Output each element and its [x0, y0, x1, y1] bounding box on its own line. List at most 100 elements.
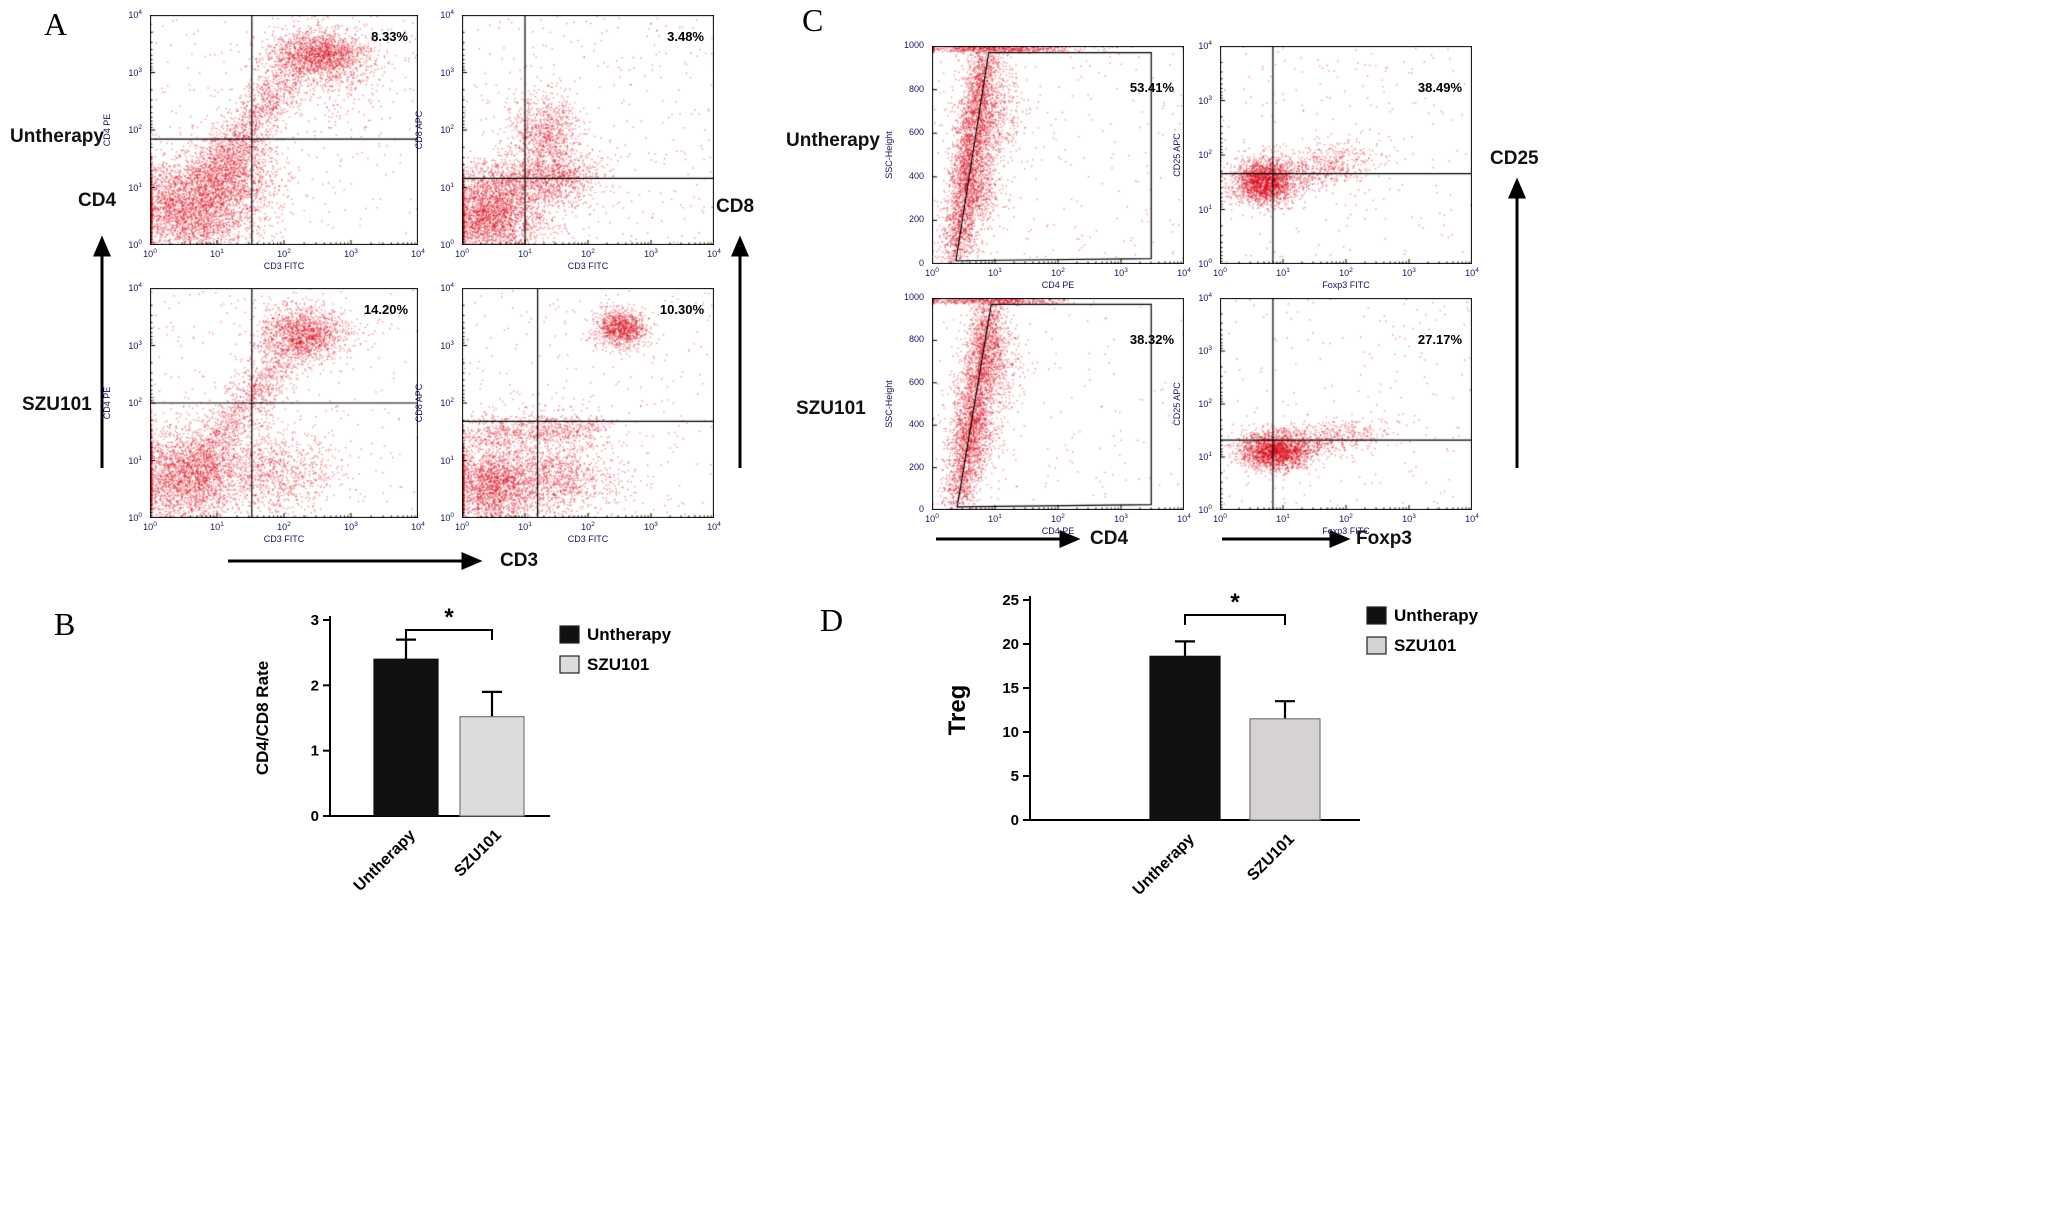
bar-chart-D: 0 5 10 15 20 25 Treg Untherapy SZU101 * Untherapy S…	[935, 585, 1535, 965]
y-axis-tick-label: 100	[1198, 504, 1212, 515]
flow-scatter-canvas-C2	[1220, 46, 1472, 264]
y-axis-label: CD8 APC	[414, 383, 424, 423]
y-axis-tick-label: 101	[440, 181, 454, 193]
y-axis-tick-label: 101	[1198, 203, 1212, 215]
flow-plot-A1: 8.33% 100 101 102 103 104 100 101 102 103 104 CD4 P…	[98, 1, 442, 287]
significance-bracket	[1184, 614, 1286, 625]
x-axis-tick-label: 104	[1465, 513, 1479, 524]
y-axis-label: CD8 APC	[414, 110, 424, 150]
y-axis-tick-label: 101	[128, 181, 142, 193]
x-axis-tick-label: 104	[707, 521, 721, 532]
y-axis-tick-label: 800	[908, 334, 924, 345]
legend-label-0: Untherapy	[1394, 606, 1479, 625]
panelC-row1-label: Untherapy	[786, 130, 880, 151]
gate-percentage-label: 10.30%	[659, 302, 704, 317]
panelC-cd4-axis-label: CD4	[1090, 528, 1129, 549]
y-axis-tick-label: 1000	[903, 292, 924, 302]
legend-swatch-1	[1366, 636, 1387, 655]
y-axis-tick-label: 200	[908, 461, 924, 472]
panelA-cd8-axis-label: CD8	[716, 196, 755, 217]
y-axis-tick-label: 104	[128, 282, 142, 293]
x-axis-label: CD3 FITC	[567, 534, 609, 544]
panelC-row2-label: SZU101	[796, 398, 866, 419]
flow-scatter-canvas-A4	[462, 288, 714, 518]
y-tick-label: 5	[1011, 768, 1019, 785]
y-axis-tick-label: 104	[1198, 292, 1212, 303]
x-axis-tick-label: 100	[925, 267, 939, 278]
gate-percentage-label: 38.49%	[1417, 80, 1462, 95]
y-axis-tick-label: 800	[908, 83, 924, 94]
panelA-row2-label: SZU101	[22, 394, 92, 415]
y-axis-tick-label: 0	[918, 504, 924, 514]
x-axis-tick-label: 104	[707, 248, 721, 259]
x-axis-tick-label: 101	[1276, 267, 1290, 278]
y-axis-tick-label: 103	[440, 339, 454, 351]
y-axis-label: CD4/CD8 Rate	[253, 661, 272, 775]
x-axis-label: CD4 PE	[1041, 280, 1075, 290]
x-axis-label: CD4 PE	[1041, 526, 1075, 536]
y-axis-tick-label: 400	[908, 170, 924, 181]
x-axis-tick-label: 102	[581, 521, 595, 532]
legend-label-0: Untherapy	[587, 625, 672, 644]
flow-scatter-canvas-A1	[150, 15, 418, 245]
x-axis-tick-label: 100	[455, 521, 469, 532]
panelA-row1-label: Untherapy	[10, 126, 104, 147]
y-axis-tick-label: 101	[440, 454, 454, 466]
x-axis-tick-label: 101	[210, 521, 224, 532]
bar-untherapy	[373, 658, 439, 817]
y-axis-label: CD25 APC	[1172, 382, 1182, 426]
significance-star: *	[1230, 589, 1240, 616]
significance-bracket	[405, 629, 493, 640]
x-axis-tick-label: 103	[1114, 513, 1128, 524]
x-axis-tick-label: 100	[925, 513, 939, 524]
y-tick-label: 1	[311, 743, 319, 760]
y-axis-tick-label: 103	[1198, 94, 1212, 106]
x-axis-tick-label: 101	[988, 267, 1002, 278]
y-axis-tick-label: 100	[440, 512, 454, 523]
x-axis-tick-label: 101	[988, 513, 1002, 524]
y-axis-label: Treg	[944, 685, 971, 736]
flow-plot-A3: 14.20% 100 101 102 103 104 100 101 102 103 104 CD4 …	[98, 274, 442, 560]
y-axis-tick-label: 103	[1198, 345, 1212, 356]
y-axis-tick-label: 100	[128, 512, 142, 523]
y-axis-tick-label: 102	[128, 124, 142, 135]
y-axis-tick-label: 104	[440, 9, 454, 20]
x-axis-tick-label: 102	[1339, 513, 1353, 524]
panelA-cd3-axis-label: CD3	[500, 550, 539, 571]
flow-scatter-canvas-A3	[150, 288, 418, 518]
panel-label-D: D	[820, 602, 844, 638]
y-axis-tick-label: 102	[128, 397, 142, 408]
x-axis-tick-label: 100	[143, 521, 157, 532]
x-axis-tick-label: 102	[1051, 513, 1065, 524]
x-axis-tick-label: 104	[411, 248, 425, 259]
gate-percentage-label: 3.48%	[667, 29, 704, 44]
panelC-cd25-axis-label: CD25	[1490, 148, 1539, 169]
x-axis-tick-label: 100	[143, 248, 157, 259]
x-category-label: SZU101	[451, 827, 505, 881]
y-tick-label: 25	[1002, 592, 1019, 609]
x-axis-tick-label: 103	[1402, 513, 1416, 524]
y-axis-tick-label: 101	[128, 454, 142, 466]
x-axis-tick-label: 101	[210, 248, 224, 259]
y-axis-tick-label: 102	[1198, 398, 1212, 409]
y-axis-label: SSC-Height	[884, 380, 894, 428]
x-category-label: Untherapy	[351, 827, 419, 895]
x-axis-tick-label: 104	[1177, 267, 1191, 278]
y-axis-tick-label: 100	[128, 239, 142, 250]
y-axis-tick-label: 100	[440, 239, 454, 250]
panel-label-A: A	[44, 6, 68, 42]
y-axis-tick-label: 600	[908, 376, 924, 387]
x-axis-tick-label: 103	[1114, 267, 1128, 278]
x-axis-tick-label: 104	[1177, 513, 1191, 524]
y-axis-tick-label: 104	[1198, 40, 1212, 51]
y-axis-tick-label: 1000	[903, 40, 924, 50]
flow-scatter-canvas-C3	[932, 298, 1184, 510]
x-axis-tick-label: 104	[411, 521, 425, 532]
y-tick-label: 20	[1002, 636, 1019, 653]
y-axis-label: CD4 PE	[102, 113, 112, 147]
x-category-label: SZU101	[1244, 831, 1298, 885]
legend-label-1: SZU101	[587, 655, 649, 674]
flow-plot-C2: 38.49% 100 101 102 103 104 100 101 102 103 104 CD25…	[1168, 32, 1496, 306]
x-axis-tick-label: 101	[518, 248, 532, 259]
y-axis-tick-label: 102	[440, 124, 454, 135]
